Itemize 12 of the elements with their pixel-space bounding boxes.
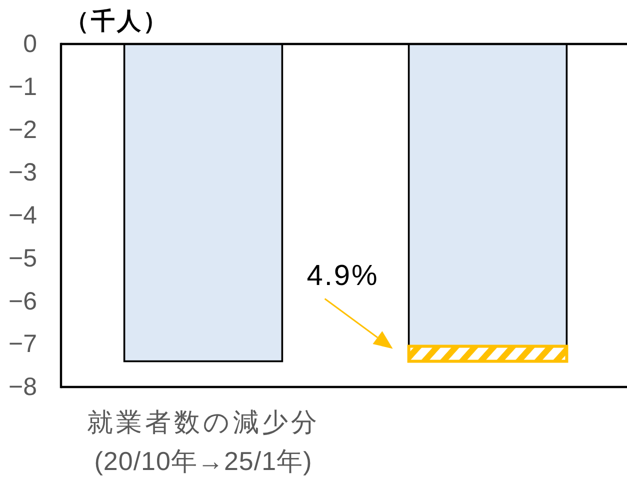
y-tick-label: −8 (8, 373, 37, 401)
y-tick-label: 0 (23, 30, 37, 58)
y-tick-label: −1 (8, 72, 37, 101)
y-tick-label: −3 (8, 158, 37, 187)
y-tick-label: −4 (8, 202, 38, 230)
y-axis-title: （千人） (65, 8, 169, 35)
annotation: 4.9% (306, 260, 379, 292)
y-tick-label: −2 (8, 116, 37, 144)
y-tick-label: −5 (8, 244, 37, 272)
x-tick-label: 就業者数の減少分 (20/10年→25/1年) (86, 407, 320, 476)
y-tick-label: −7 (8, 330, 37, 358)
y-tick-label: −6 (8, 287, 37, 316)
